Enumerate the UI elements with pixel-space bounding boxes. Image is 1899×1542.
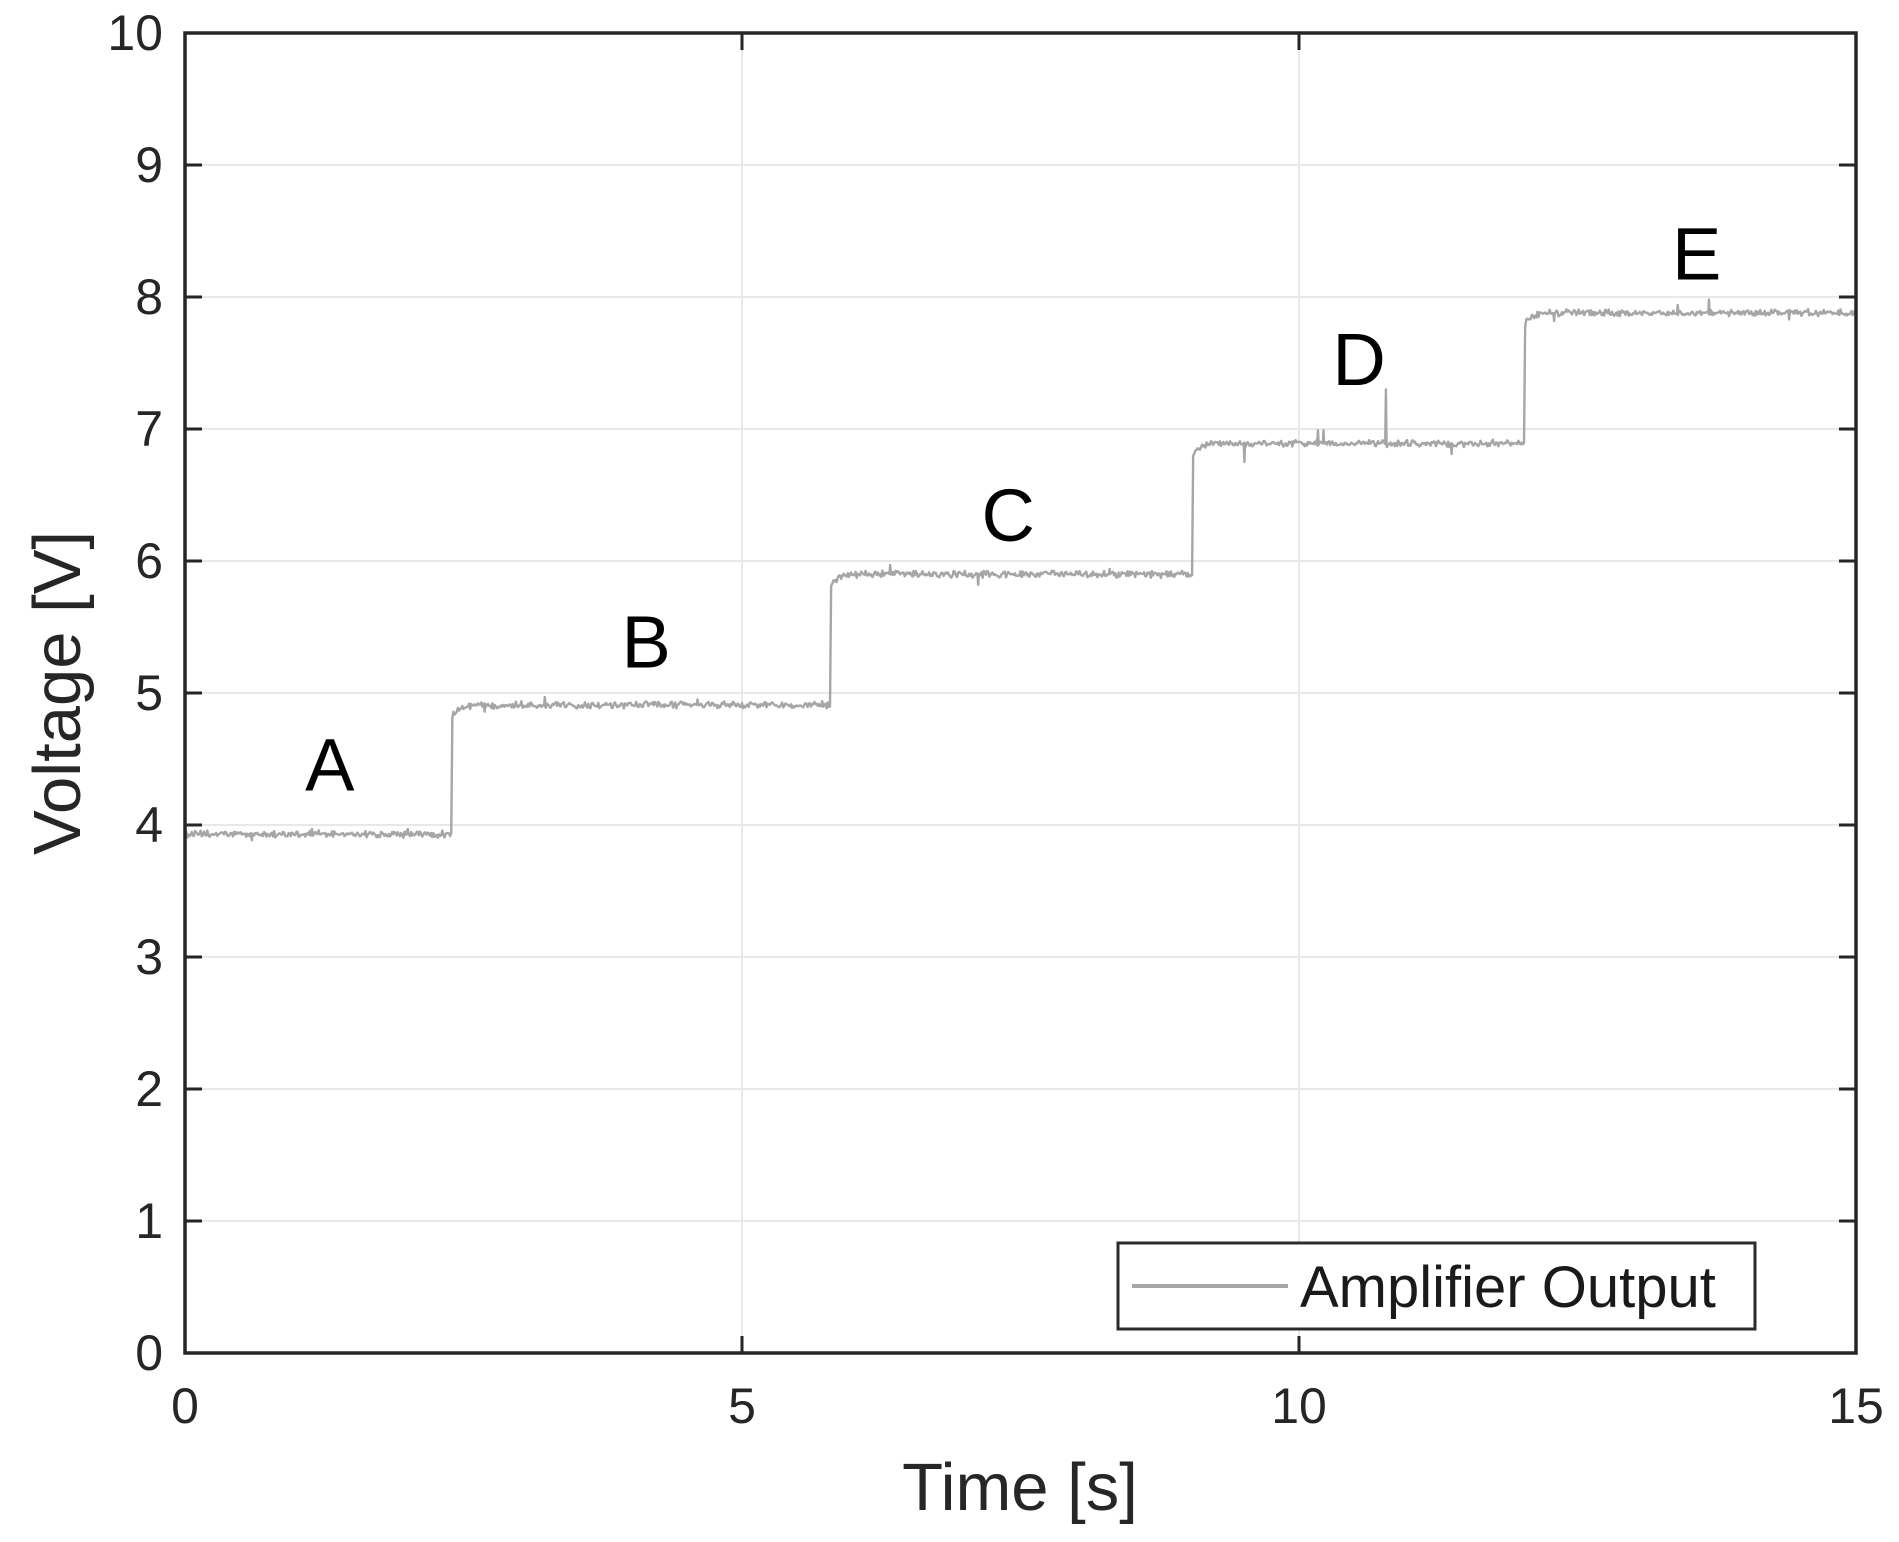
axes-layer [183, 31, 1858, 1355]
step-label-B: B [622, 601, 671, 684]
grid-layer [185, 33, 1856, 1353]
series-layer [183, 298, 1858, 842]
x-axis-label: Time [s] [902, 1450, 1138, 1525]
y-tick-label: 3 [135, 929, 163, 985]
y-axis-label: Voltage [V] [20, 531, 95, 855]
y-tick-label: 8 [135, 269, 163, 325]
tick-label-layer: 0 5 10 15 0 1 2 3 4 5 6 7 8 9 10 [107, 5, 1883, 1434]
y-tick-label: 4 [135, 797, 163, 853]
legend[interactable]: Amplifier Output [1116, 1241, 1757, 1331]
x-tick-label: 15 [1828, 1378, 1884, 1434]
step-label-E: E [1672, 212, 1721, 295]
y-tick-label: 1 [135, 1193, 163, 1249]
y-tick-label: 7 [135, 401, 163, 457]
legend-label: Amplifier Output [1300, 1255, 1716, 1320]
y-tick-label: 10 [107, 5, 163, 61]
step-label-A: A [305, 723, 355, 806]
y-tick-label: 6 [135, 533, 163, 589]
x-tick-label: 10 [1271, 1378, 1327, 1434]
y-tick-label: 2 [135, 1061, 163, 1117]
x-tick-label: 5 [728, 1378, 756, 1434]
y-tick-label: 5 [135, 665, 163, 721]
annotation-layer: A B C D E [305, 212, 1721, 806]
y-tick-label: 9 [135, 137, 163, 193]
x-tick-label: 0 [171, 1378, 199, 1434]
step-label-D: D [1332, 318, 1385, 401]
step-label-C: C [982, 474, 1035, 557]
y-tick-label: 0 [135, 1325, 163, 1381]
amplifier-output-trace [183, 298, 1858, 842]
